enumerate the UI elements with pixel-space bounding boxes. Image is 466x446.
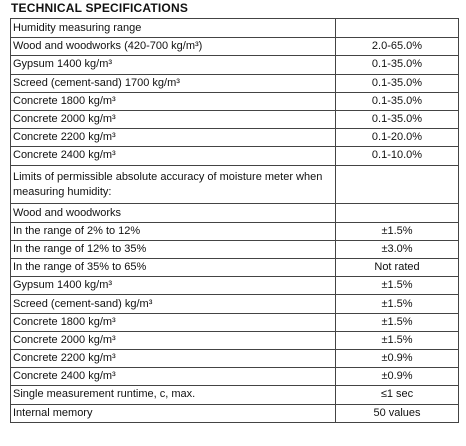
table-row: Concrete 2400 kg/m³ ±0.9% [10, 367, 459, 387]
table-row: Limits of permissible absolute accuracy … [10, 164, 459, 204]
table-row: Gypsum 1400 kg/m³ ±1.5% [10, 276, 459, 296]
spec-table: Humidity measuring range Wood and woodwor… [10, 17, 459, 423]
row-value: Not rated [335, 258, 459, 278]
row-value: ±1.5% [335, 276, 459, 296]
table-row: Concrete 2200 kg/m³ 0.1-20.0% [10, 128, 459, 148]
row-value [335, 164, 459, 204]
row-label: Wood and woodworks (420-700 kg/m³) [10, 37, 336, 57]
title: TECHNICAL SPECIFICATIONS [11, 1, 189, 15]
row-value [335, 202, 459, 223]
row-value: ±0.9% [335, 367, 459, 387]
row-value: 2.0-65.0% [335, 37, 459, 57]
table-row: Concrete 1800 kg/m³ 0.1-35.0% [10, 91, 459, 111]
table-row: Screed (cement-sand) 1700 kg/m³ 0.1-35.0% [10, 73, 459, 93]
row-label: Concrete 1800 kg/m³ [10, 91, 336, 111]
table-row: Internal memory 50 values [10, 403, 459, 423]
table-row: In the range of 12% to 35% ±3.0% [10, 239, 459, 260]
row-value: 50 values [335, 403, 459, 423]
table-row: Screed (cement-sand) kg/m³ ±1.5% [10, 294, 459, 314]
row-label: In the range of 35% to 65% [10, 258, 336, 278]
table-row: Gypsum 1400 kg/m³ 0.1-35.0% [10, 55, 459, 75]
row-value: ±1.5% [335, 221, 459, 241]
row-label: Concrete 2400 kg/m³ [10, 367, 336, 387]
row-value: 0.1-35.0% [335, 55, 459, 75]
row-label: Gypsum 1400 kg/m³ [10, 276, 336, 296]
table-row: Concrete 2000 kg/m³ 0.1-35.0% [10, 109, 459, 130]
row-label: Concrete 2200 kg/m³ [10, 348, 336, 369]
row-label: Concrete 2000 kg/m³ [10, 330, 336, 351]
row-label: Concrete 2000 kg/m³ [10, 109, 336, 130]
table-row: Concrete 2200 kg/m³ ±0.9% [10, 348, 459, 369]
row-label: Screed (cement-sand) kg/m³ [10, 294, 336, 314]
row-label: In the range of 2% to 12% [10, 221, 336, 241]
row-value: ±3.0% [335, 239, 459, 260]
row-label: Concrete 2400 kg/m³ [10, 146, 336, 166]
row-value: 0.1-20.0% [335, 128, 459, 148]
row-label: Limits of permissible absolute accuracy … [10, 164, 336, 204]
row-label: Single measurement runtime, c, max. [10, 385, 336, 405]
table-row: Wood and woodworks [10, 202, 459, 223]
row-value: ±1.5% [335, 294, 459, 314]
row-label: Screed (cement-sand) 1700 kg/m³ [10, 73, 336, 93]
table-row: Wood and woodworks (420-700 kg/m³) 2.0-65… [10, 37, 459, 57]
row-label: Gypsum 1400 kg/m³ [10, 55, 336, 75]
row-label: Concrete 1800 kg/m³ [10, 312, 336, 332]
row-value: ≤1 sec [335, 385, 459, 405]
table-row: In the range of 2% to 12% ±1.5% [10, 221, 459, 241]
table-row: Concrete 2400 kg/m³ 0.1-10.0% [10, 146, 459, 166]
row-value: 0.1-35.0% [335, 91, 459, 111]
table-row: Concrete 1800 kg/m³ ±1.5% [10, 312, 459, 332]
row-label: Wood and woodworks [10, 202, 336, 223]
row-value: 0.1-35.0% [335, 109, 459, 130]
row-label: Internal memory [10, 403, 336, 423]
table-row: Single measurement runtime, c, max. ≤1 se… [10, 385, 459, 405]
row-value: 0.1-35.0% [335, 73, 459, 93]
row-label: In the range of 12% to 35% [10, 239, 336, 260]
row-value: ±1.5% [335, 312, 459, 332]
row-value: 0.1-10.0% [335, 146, 459, 166]
table-row: Concrete 2000 kg/m³ ±1.5% [10, 330, 459, 351]
row-value: ±1.5% [335, 330, 459, 351]
table-row: Humidity measuring range [10, 17, 459, 39]
row-value: ±0.9% [335, 348, 459, 369]
table-row: In the range of 35% to 65% Not rated [10, 258, 459, 278]
row-label: Humidity measuring range [10, 17, 336, 39]
row-value [335, 17, 459, 39]
row-label: Concrete 2200 kg/m³ [10, 128, 336, 148]
